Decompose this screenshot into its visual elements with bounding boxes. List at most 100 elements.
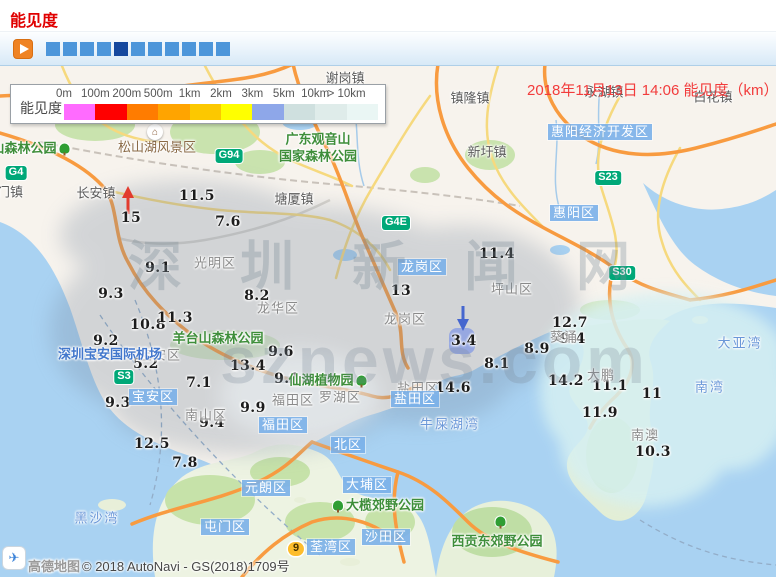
map-value-label: 9.2 — [93, 333, 119, 349]
map-value-label: 9.4 — [199, 415, 225, 431]
map-value-label: 14.2 — [547, 373, 585, 389]
legend-tick: 100m — [81, 88, 110, 100]
map-district-label: 南山区 — [184, 407, 228, 423]
timeline-frame-1[interactable] — [46, 41, 60, 56]
map-district-label: 龙华区 — [256, 300, 300, 316]
timeline-frame-3[interactable] — [80, 41, 94, 56]
map-town-label: 永湖镇 — [584, 84, 624, 100]
animation-toolbar — [0, 32, 776, 66]
map-district-label: 光明区 — [193, 255, 237, 271]
map-copyright-text: © 2018 AutoNavi - GS(2018)1709号 — [82, 559, 290, 574]
map-park-label: 国家森林公园 — [278, 148, 358, 164]
map-value-label: 8.9 — [524, 341, 550, 357]
legend-tick: 200m — [112, 88, 142, 100]
map-value-label: 12.7 — [551, 315, 589, 331]
map-town-label: 镇隆镇 — [450, 90, 490, 106]
timeline-frame-5[interactable] — [114, 41, 128, 56]
legend-tick: > 10km — [327, 88, 366, 100]
map-value-label: 15 — [120, 210, 142, 226]
timeline-frame-11[interactable] — [216, 41, 230, 56]
play-button[interactable] — [13, 38, 33, 59]
map-value-label: 13.4 — [229, 358, 267, 374]
map-airport-label: 深圳宝安国际机场 — [57, 346, 163, 362]
timeline-frames — [46, 41, 230, 56]
map-district-label-highlighted: 惠阳经济开发区 — [547, 124, 653, 140]
legend-tick: 500m — [143, 88, 173, 100]
play-icon — [19, 43, 29, 54]
tree-icon — [332, 500, 343, 513]
map-value-label: 9.1 — [145, 260, 171, 276]
timeline-frame-4[interactable] — [97, 41, 111, 56]
tree-icon — [494, 516, 505, 529]
legend-tick: 1km — [178, 88, 201, 100]
map-district-label: 罗湖区 — [318, 389, 362, 405]
route-badge-G4: G4 — [5, 166, 27, 180]
map-park-label: 仙湖植物园 — [288, 374, 369, 388]
map-value-label: 10.3 — [634, 444, 672, 460]
visibility-legend: 能见度 0m 100m 200m 500m 1km 2km 3km 5km 10km > 10km — [10, 84, 386, 124]
map-district-label: 福田区 — [271, 392, 315, 408]
map-town-label: 塘厦镇 — [274, 191, 314, 207]
map-value-label: 9.6 — [268, 344, 294, 360]
route-badge-G94: G94 — [215, 149, 243, 163]
legend-swatch — [189, 104, 221, 120]
map-park-label: 广东观音山 — [285, 131, 351, 147]
legend-swatch — [252, 104, 284, 120]
map-town-label: 门镇 — [0, 184, 24, 200]
timeline-frame-8[interactable] — [165, 41, 179, 56]
timeline-frame-7[interactable] — [148, 41, 162, 56]
map-district-label-highlighted: 惠阳区 — [549, 205, 599, 221]
map-value-label: 14.6 — [434, 380, 472, 396]
map-scenic-label: 松山湖风景区 — [117, 139, 197, 155]
timeline-frame-2[interactable] — [63, 41, 77, 56]
timeline-frame-6[interactable] — [131, 41, 145, 56]
map-value-label: 10.8 — [129, 317, 167, 333]
low-visibility-patch — [449, 328, 475, 354]
map-value-label: 11.1 — [591, 378, 629, 394]
legend-swatches — [64, 104, 378, 120]
red-arrow-icon — [122, 186, 134, 214]
tree-icon — [59, 143, 70, 156]
legend-swatch — [346, 104, 378, 120]
map-district-label-highlighted: 盐田区 — [390, 391, 440, 407]
legend-tick: 10km — [301, 88, 330, 100]
map-town-label: 长安镇 — [76, 185, 116, 201]
scenic-poi-icon: ⌂ — [147, 124, 163, 140]
map-value-label: 7.6 — [215, 214, 241, 230]
legend-tick: 3km — [241, 88, 264, 100]
map-park-label: 大榄郊野公园 — [330, 499, 424, 513]
route-badge-S30: S30 — [609, 266, 635, 280]
map-district-label-highlighted: 福田区 — [258, 417, 308, 433]
map-sea-label: 牛屎湖湾 — [419, 416, 481, 432]
timeline-frame-10[interactable] — [199, 41, 213, 56]
map-district-label-highlighted: 大埔区 — [342, 477, 392, 493]
map-value-label: 11 — [641, 386, 663, 402]
map-value-label: 13 — [390, 283, 412, 299]
map-value-label: 8.2 — [244, 288, 270, 304]
map-value-label: 9.4 — [560, 331, 586, 347]
timeline-frame-9[interactable] — [182, 41, 196, 56]
map-park-label: 山森林公园 — [0, 142, 73, 156]
map-town-label: 谢岗镇 — [325, 70, 365, 86]
map-district-label: 葵涌 — [549, 329, 579, 345]
map-value-label: 11.5 — [178, 188, 216, 204]
map-value-label: 7.8 — [172, 455, 198, 471]
map-district-label-highlighted: 宝安区 — [128, 389, 178, 405]
legend-title: 能见度 — [20, 100, 62, 116]
map-district-label-highlighted: 北区 — [330, 437, 366, 453]
map-sea-label: 大亚湾 — [717, 335, 763, 351]
legend-tick: 0m — [56, 88, 72, 100]
map-district-label: 大鹏 — [586, 367, 616, 383]
page-title: 能见度 — [10, 13, 59, 30]
legend-swatch — [64, 104, 96, 120]
blue-arrow-icon — [457, 306, 469, 331]
map-value-label: 9.1 — [274, 371, 300, 387]
visibility-overlay-cyan — [540, 293, 776, 507]
map-town-label: 新圩镇 — [467, 144, 507, 160]
legend-tick: 2km — [210, 88, 232, 100]
map-value-label: 11.9 — [581, 405, 619, 421]
map-value-label: 11.3 — [156, 310, 194, 326]
map-district-label: 南澳 — [630, 427, 660, 443]
